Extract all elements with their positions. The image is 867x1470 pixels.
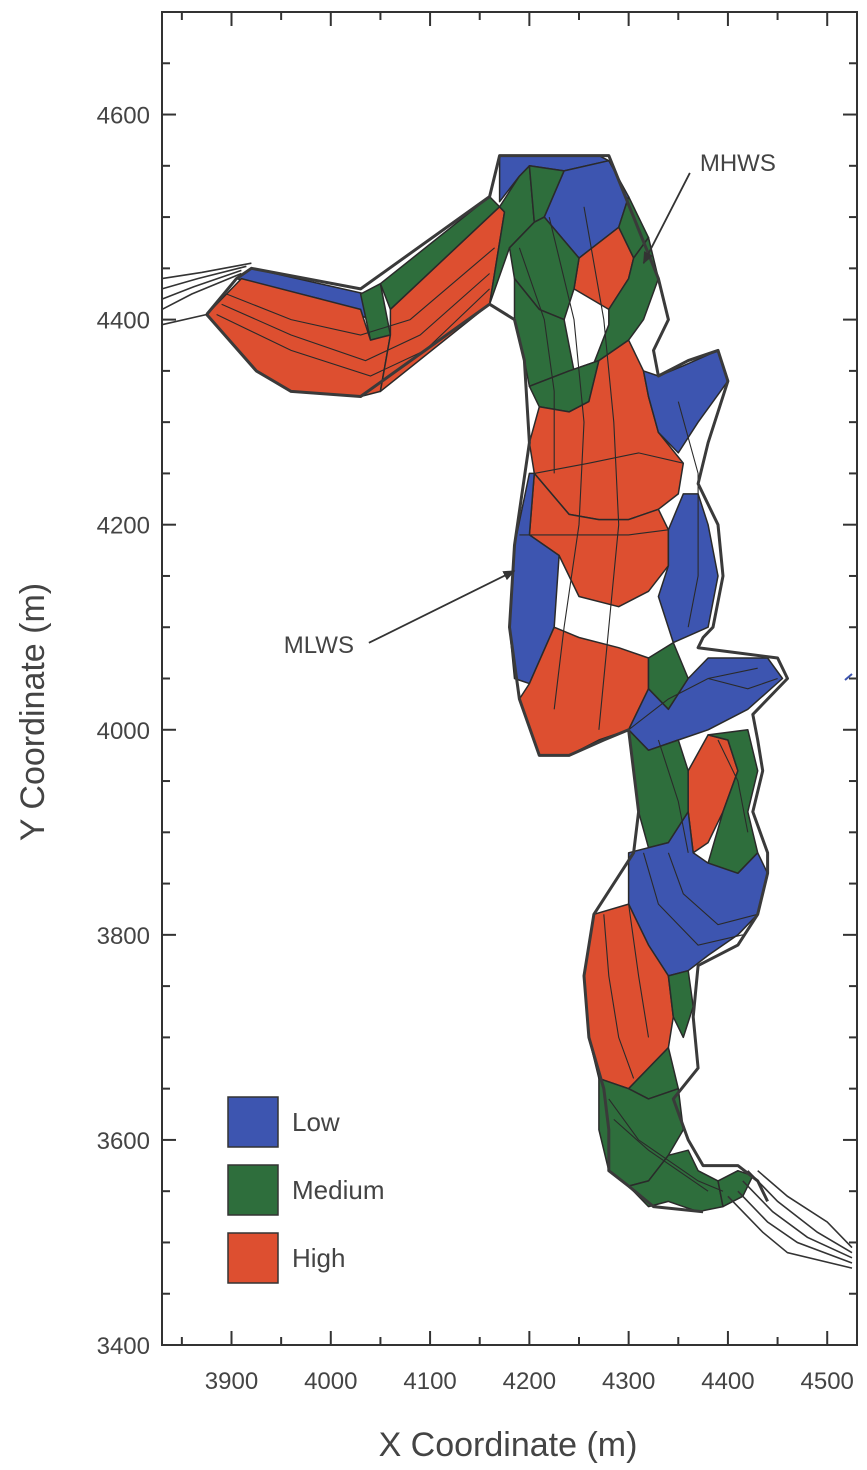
boundary-line-9 — [727, 1195, 853, 1269]
zone-cell-medium-28 — [667, 969, 694, 1039]
annotation-arrow-mlws — [368, 570, 516, 644]
grid-line-9 — [677, 401, 699, 628]
y-tick-label-3600: 3600 — [97, 1128, 150, 1155]
boundary-line-2 — [161, 269, 242, 300]
y-axis-title: Y Coordinate (m) — [14, 583, 52, 841]
x-tick-label-4200: 4200 — [503, 1368, 556, 1395]
legend: Low Medium High — [227, 1096, 384, 1284]
outline-west — [205, 302, 704, 1214]
boundary-line-5 — [161, 313, 207, 326]
grid-line-17 — [628, 904, 650, 1038]
annotation-label-mlws: MLWS — [284, 632, 354, 659]
boundary-line-6 — [747, 1170, 853, 1254]
legend-label-high: High — [292, 1243, 345, 1273]
x-tick-label-4000: 4000 — [304, 1368, 357, 1395]
boundary-line-4 — [161, 262, 252, 280]
x-tick-label-4400: 4400 — [701, 1368, 754, 1395]
annotation-label-mhws: MHWS — [700, 150, 776, 177]
grid-line-19 — [613, 1118, 709, 1192]
grid-line-15 — [667, 852, 758, 926]
grid-line-2 — [221, 273, 490, 362]
y-tick-label-3400: 3400 — [97, 1333, 150, 1360]
grid-line-1 — [226, 247, 495, 336]
stray-mark — [844, 673, 853, 681]
grid-line-11 — [628, 667, 758, 731]
grid-line-7 — [534, 452, 684, 474]
legend-label-medium: Medium — [292, 1175, 384, 1205]
outline-east — [205, 154, 789, 1203]
zone-cell-low-22 — [627, 657, 784, 752]
y-tick-label-4400: 4400 — [97, 308, 150, 335]
boundary-line-7 — [742, 1180, 853, 1259]
x-axis-title: X Coordinate (m) — [379, 1426, 638, 1464]
legend-swatch-high — [227, 1232, 279, 1284]
grid-line-3 — [216, 288, 490, 377]
y-tick-label-3800: 3800 — [97, 923, 150, 950]
legend-swatch-medium — [227, 1164, 279, 1216]
model-grid-lines — [216, 206, 778, 1192]
grid-line-12 — [657, 739, 689, 853]
domain-outline — [161, 154, 853, 1269]
x-tick-label-4500: 4500 — [801, 1368, 854, 1395]
boundary-line-1 — [161, 272, 242, 311]
axes: 3900 4000 4100 4200 4300 4400 4500 3400 3600 3800… — [97, 11, 858, 1395]
legend-swatch-low — [227, 1096, 279, 1148]
legend-label-low: Low — [292, 1107, 340, 1137]
boundary-line-8 — [737, 1190, 853, 1264]
grid-line-10 — [707, 677, 778, 690]
grid-line-16 — [603, 914, 635, 1079]
grid-line-6 — [583, 206, 620, 730]
x-tick-label-4300: 4300 — [602, 1368, 655, 1395]
y-tick-label-4000: 4000 — [97, 718, 150, 745]
zone-cells — [205, 154, 784, 1213]
annotations: MHWS MLWS — [284, 150, 776, 659]
y-tick-label-4600: 4600 — [97, 103, 150, 130]
grid-line-14 — [642, 852, 743, 946]
boundary-line-10 — [757, 1170, 853, 1249]
boundary-line-3 — [161, 265, 247, 290]
grid-line-13 — [717, 739, 749, 833]
grid-line-5 — [548, 216, 585, 710]
annotation-arrow-mhws — [642, 172, 691, 265]
grid-line-4 — [518, 247, 555, 474]
x-tick-label-4100: 4100 — [403, 1368, 456, 1395]
grid-line-18 — [608, 1098, 724, 1192]
zone-cell-low-19 — [657, 493, 719, 644]
y-tick-label-4200: 4200 — [97, 513, 150, 540]
x-tick-label-3900: 3900 — [205, 1368, 258, 1395]
grid-line-8 — [519, 529, 669, 536]
